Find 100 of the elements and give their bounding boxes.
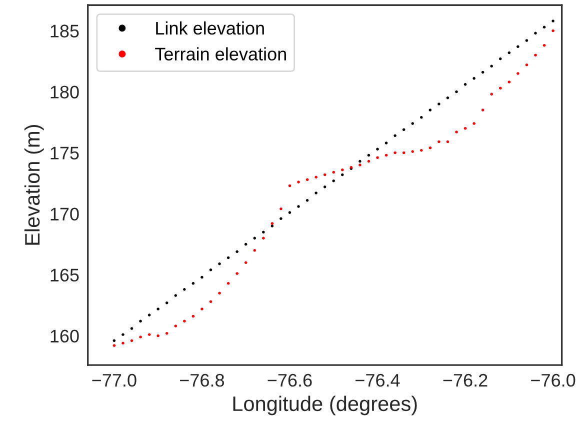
- point: [428, 108, 432, 112]
- y-tick-label: 170: [50, 208, 79, 220]
- point: [490, 64, 493, 68]
- point: [490, 92, 493, 96]
- point: [428, 146, 432, 150]
- y-axis-title: Elevation (m): [24, 125, 44, 245]
- point: [244, 242, 248, 246]
- point: [130, 327, 134, 330]
- point: [112, 344, 116, 347]
- point: [192, 314, 195, 318]
- point: [236, 272, 238, 275]
- point: [226, 256, 230, 260]
- point: [516, 45, 520, 48]
- point: [542, 26, 546, 28]
- point: [358, 160, 362, 163]
- legend-label: Link elevation: [156, 21, 264, 35]
- point: [130, 339, 134, 342]
- point: [411, 150, 414, 153]
- point: [464, 126, 467, 130]
- point: [262, 230, 265, 234]
- point: [367, 154, 370, 157]
- point: [280, 217, 282, 220]
- x-tick-label: −76.8: [180, 374, 224, 387]
- point: [156, 308, 160, 310]
- point: [209, 300, 212, 304]
- point: [200, 308, 204, 310]
- point: [534, 32, 537, 35]
- y-tick-label: 165: [50, 268, 79, 282]
- point: [498, 57, 502, 60]
- point: [332, 179, 335, 182]
- point: [402, 151, 406, 154]
- point: [464, 83, 467, 86]
- point: [306, 178, 309, 182]
- point: [174, 324, 178, 328]
- point: [446, 140, 450, 144]
- point: [508, 80, 511, 84]
- x-tick-label: −76.4: [356, 374, 400, 387]
- point: [236, 250, 238, 253]
- point: [112, 339, 116, 342]
- point: [288, 184, 292, 188]
- point: [306, 198, 309, 202]
- point: [411, 122, 414, 125]
- point: [200, 276, 204, 279]
- x-tick-label: −76.0: [531, 374, 576, 387]
- point: [253, 236, 256, 240]
- point: [192, 282, 195, 285]
- point: [209, 268, 212, 272]
- x-axis-title: Longitude (degrees): [233, 396, 417, 416]
- point: [226, 282, 230, 285]
- point: [262, 236, 265, 240]
- point: [508, 51, 511, 54]
- point: [438, 140, 440, 144]
- point: [516, 72, 520, 75]
- y-tick-label: 175: [50, 146, 79, 160]
- point: [525, 39, 528, 42]
- legend-label: Terrain elevation: [155, 47, 286, 60]
- point: [384, 142, 388, 144]
- point: [183, 320, 186, 323]
- point: [341, 173, 344, 176]
- point: [165, 301, 168, 304]
- point: [542, 44, 546, 47]
- point: [376, 148, 379, 150]
- point: [244, 261, 248, 264]
- y-tick-label: 185: [50, 24, 79, 38]
- point: [297, 205, 300, 208]
- point: [472, 122, 476, 125]
- point: [270, 224, 274, 228]
- point: [156, 334, 160, 338]
- point: [253, 248, 256, 252]
- point: [481, 108, 484, 112]
- point: [552, 29, 554, 32]
- point: [314, 192, 318, 194]
- point: [148, 333, 151, 336]
- x-tick-label: −77.0: [92, 374, 136, 387]
- point: [280, 208, 282, 210]
- point: [376, 156, 379, 160]
- point: [438, 102, 440, 106]
- point: [139, 336, 142, 338]
- point: [534, 54, 537, 57]
- point: [148, 314, 151, 316]
- point: [552, 20, 554, 22]
- point: [218, 292, 221, 294]
- point: [420, 116, 423, 119]
- point: [332, 170, 335, 174]
- point: [498, 86, 502, 90]
- point: [122, 342, 124, 345]
- point: [358, 164, 362, 166]
- point: [402, 128, 406, 131]
- point: [394, 134, 396, 138]
- x-tick-label: −76.2: [443, 374, 488, 387]
- point: [314, 176, 318, 179]
- point: [183, 288, 186, 291]
- x-tick-label: −76.6: [268, 374, 312, 387]
- point: [446, 96, 450, 100]
- point: [525, 64, 528, 66]
- point: [341, 168, 344, 172]
- point: [174, 294, 178, 297]
- point: [455, 90, 458, 94]
- point: [270, 222, 274, 225]
- point: [420, 148, 423, 152]
